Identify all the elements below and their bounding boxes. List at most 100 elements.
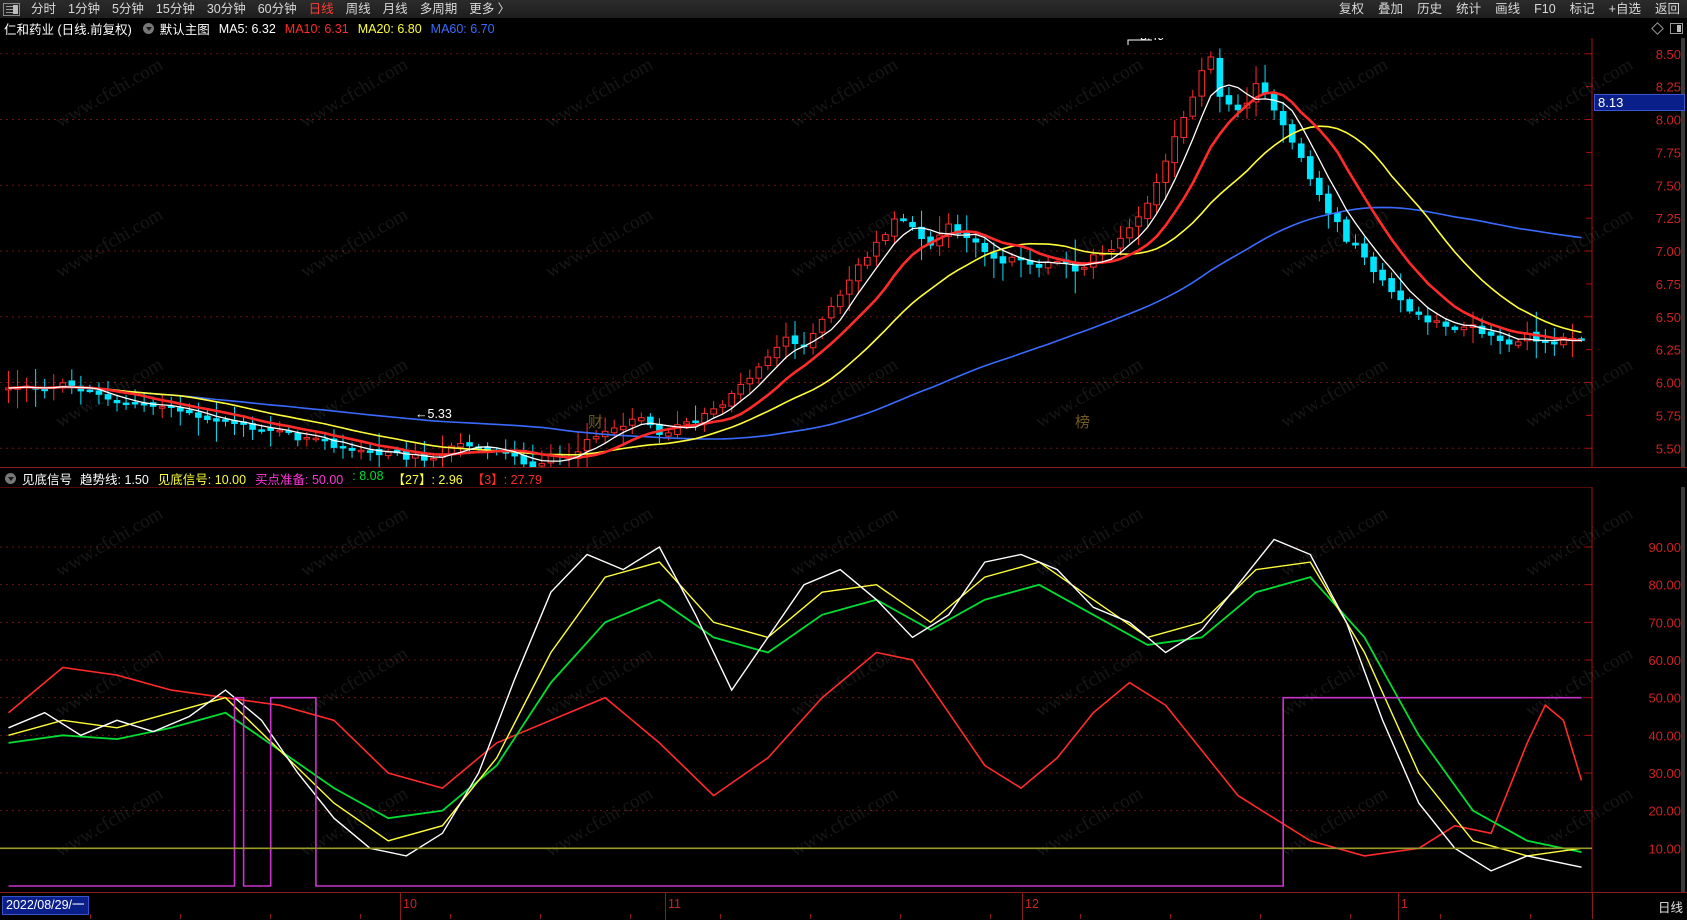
date-minor-tick [270, 914, 271, 919]
watermark: www.cfchi.com [542, 204, 657, 282]
date-minor-tick [90, 914, 91, 919]
top-toolbar: 分时 1分钟 5分钟 15分钟 30分钟 60分钟 日线 周线 月线 多周期 更多 〉 复权 叠加 历史… [0, 0, 1687, 19]
panel-divider [0, 467, 1687, 468]
period-tab-5[interactable]: 60分钟 [257, 1, 297, 16]
stock-title: 仁和药业 (日线.前复权) [4, 23, 132, 37]
watermark: www.cfchi.com [297, 54, 412, 132]
watermark: www.cfchi.com [1032, 783, 1147, 861]
indicator-value-3: : 8.08 [352, 468, 384, 483]
date-tick-label: 10 [403, 897, 417, 911]
chevron-down-icon[interactable] [142, 23, 154, 34]
indicator-axis-label: 20.00 [1648, 804, 1681, 819]
indicator-axis-label: 40.00 [1648, 728, 1681, 743]
indicator-value-0: 趋势线: 1.50 [80, 472, 149, 487]
price-axis-label: 6.75 [1656, 277, 1681, 292]
watermark: www.cfchi.com [297, 783, 412, 861]
chart-info-row: 仁和药业 (日线.前复权) 默认主图 MA5: 6.32 MA10: 6.31 … [0, 19, 1687, 38]
toolbar-action-4[interactable]: 画线 [1495, 1, 1521, 16]
watermark: www.cfchi.com [1277, 354, 1392, 432]
indicator-svg: 90.00 80.00 70.00 60.00 50.00 40.00 30.00 20.00… [0, 487, 1685, 892]
watermark: www.cfchi.com [787, 783, 902, 861]
period-tag-label: 日线 [1657, 901, 1683, 915]
indicator-step-magenta [8, 696, 1582, 887]
indicator-axis-label: 60.00 [1648, 653, 1681, 668]
toolbar-action-3[interactable]: 统计 [1456, 1, 1482, 16]
date-minor-tick [720, 914, 721, 919]
watermark: www.cfchi.com [1032, 54, 1147, 132]
date-axis[interactable]: 2022/08/29/一 10 11 12 1 日线 [0, 892, 1687, 920]
window-icon[interactable] [3, 2, 20, 16]
main-price-chart[interactable]: 8.50 8.25 8.00 7.75 7.50 7.25 7.00 6.75 6.50 6.25… [0, 38, 1687, 468]
watermark: www.cfchi.com [297, 503, 412, 581]
date-tick-label: 12 [1025, 897, 1039, 911]
ma-line [8, 91, 1582, 459]
date-minor-tick [990, 914, 991, 919]
price-axis-label: 6.50 [1656, 310, 1681, 325]
period-tabs: 分时 1分钟 5分钟 15分钟 30分钟 60分钟 日线 周线 月线 多周期 更多 〉 [25, 0, 516, 19]
watermark: www.cfchi.com [1522, 503, 1637, 581]
period-tab-8[interactable]: 月线 [382, 1, 408, 16]
period-tab-9[interactable]: 多周期 [419, 1, 458, 16]
layout-icon[interactable] [1670, 23, 1683, 34]
indicator-chart[interactable]: 90.00 80.00 70.00 60.00 50.00 40.00 30.00 20.00… [0, 487, 1687, 892]
date-tick [400, 893, 401, 920]
center-watermark: 榜 [1075, 414, 1090, 431]
watermark: www.cfchi.com [787, 54, 902, 132]
toolbar-action-6[interactable]: 标记 [1569, 1, 1595, 16]
watermark: www.cfchi.com [1522, 204, 1637, 282]
date-minor-tick [450, 914, 451, 919]
center-watermark: 财 [588, 414, 603, 431]
period-tab-3[interactable]: 15分钟 [155, 1, 195, 16]
toolbar-action-1[interactable]: 叠加 [1378, 1, 1404, 16]
indicator-info-row: 见底信号 趋势线: 1.50 见底信号: 10.00 买点准备: 50.00: 8.… [0, 469, 1687, 487]
indicator-axis-label: 90.00 [1648, 540, 1681, 555]
date-minor-tick [900, 914, 901, 919]
ma-line [8, 84, 1582, 462]
period-tab-1[interactable]: 1分钟 [68, 1, 100, 16]
price-axis-label: 7.00 [1656, 244, 1681, 259]
watermark: www.cfchi.com [542, 643, 657, 721]
diamond-icon[interactable] [1651, 22, 1664, 35]
period-tab-6[interactable]: 日线 [308, 1, 334, 16]
date-minor-tick [1080, 914, 1081, 919]
price-axis-label: 5.75 [1656, 408, 1681, 423]
watermark: www.cfchi.com [1522, 54, 1637, 132]
toolbar-actions: 复权 叠加 历史 统计 画线 F10 标记 +自选 返回 [1332, 0, 1687, 19]
ma-line [8, 125, 1582, 456]
period-tab-0[interactable]: 分时 [31, 1, 57, 16]
price-axis-label: 5.50 [1656, 441, 1681, 456]
toolbar-action-7[interactable]: +自选 [1608, 1, 1641, 16]
watermark: www.cfchi.com [297, 354, 412, 432]
date-tick-label: 1 [1401, 897, 1408, 911]
period-tab-10[interactable]: 更多 〉 [469, 1, 511, 16]
current-price-tag: 8.13 [1594, 94, 1685, 112]
watermark: www.cfchi.com [1277, 503, 1392, 581]
watermark: www.cfchi.com [1277, 783, 1392, 861]
toolbar-action-8[interactable]: 返回 [1654, 1, 1680, 16]
toolbar-action-2[interactable]: 历史 [1417, 1, 1443, 16]
indicator-value-4: 【27】: 2.96 [392, 472, 463, 487]
ma60-value: MA60: 6.70 [430, 21, 495, 36]
period-tab-7[interactable]: 周线 [345, 1, 371, 16]
watermark: www.cfchi.com [542, 54, 657, 132]
watermark: www.cfchi.com [787, 204, 902, 282]
period-tab-2[interactable]: 5分钟 [111, 1, 144, 16]
watermark: www.cfchi.com [542, 783, 657, 861]
price-axis-label: 6.00 [1656, 376, 1681, 391]
indicator-name[interactable]: 见底信号 [22, 472, 73, 487]
indicator-value-1: 见底信号: 10.00 [157, 472, 247, 487]
period-tab-4[interactable]: 30分钟 [206, 1, 246, 16]
watermark: www.cfchi.com [52, 783, 167, 861]
watermark: www.cfchi.com [1522, 643, 1637, 721]
price-axis-label: 8.00 [1656, 113, 1681, 128]
toolbar-action-0[interactable]: 复权 [1339, 1, 1365, 16]
chart-name[interactable]: 默认主图 [159, 23, 210, 37]
indicator-axis-label: 10.00 [1648, 841, 1681, 856]
price-axis-label: 8.50 [1656, 47, 1681, 62]
candlestick-svg: 8.50 8.25 8.00 7.75 7.50 7.25 7.00 6.75 6.50 6.25… [0, 38, 1685, 468]
indicator-chevron-icon[interactable] [5, 472, 16, 484]
toolbar-action-5[interactable]: F10 [1534, 1, 1556, 16]
date-minor-tick [360, 914, 361, 919]
indicator-values: 趋势线: 1.50 见底信号: 10.00 买点准备: 50.00: 8.08 【27… [80, 469, 551, 488]
indicator-axis-label: 80.00 [1648, 578, 1681, 593]
